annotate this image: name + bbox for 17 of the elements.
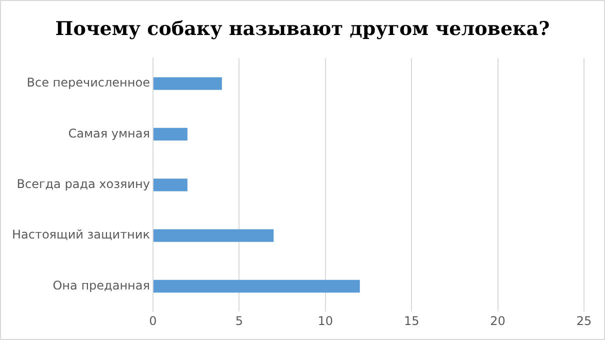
x-tick-label: 5 (235, 314, 243, 328)
x-tick-label: 0 (149, 314, 157, 328)
bar (153, 229, 274, 242)
x-tick-label: 25 (576, 314, 592, 328)
x-tick-label: 20 (490, 314, 506, 328)
y-tick-label: Настоящий защитник (12, 228, 150, 242)
x-tick-label: 15 (404, 314, 420, 328)
x-tick-label: 10 (318, 314, 334, 328)
y-tick-label: Самая умная (68, 126, 150, 140)
y-tick-label: Все перечисленное (26, 76, 150, 90)
bar (153, 280, 360, 293)
y-tick-label: Всегда рада хозяину (16, 177, 150, 192)
bar (153, 128, 188, 141)
y-tick-label: Она преданная (52, 278, 150, 292)
chart-title: Почему собаку называют другом человека? (54, 18, 551, 42)
bar (153, 178, 188, 192)
bar (153, 77, 222, 90)
